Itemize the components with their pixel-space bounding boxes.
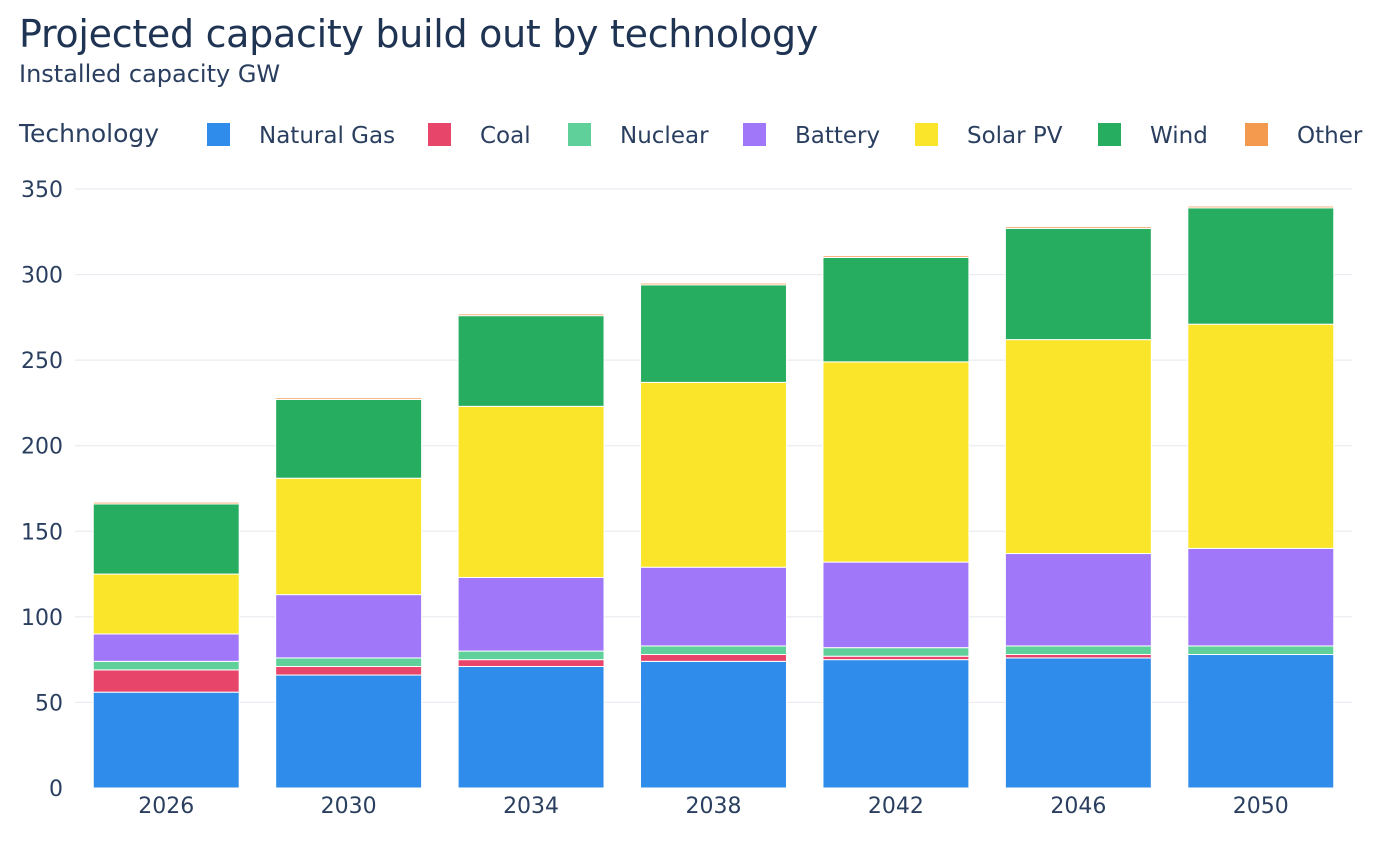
chart-title: Projected capacity build out by technolo… [19, 12, 819, 56]
bar-segment-nuclear[interactable] [92, 660, 240, 671]
bar-segment-wind[interactable] [1004, 227, 1152, 341]
bar-segment-wind[interactable] [822, 256, 970, 363]
bar-segment-solar-pv[interactable] [822, 361, 970, 563]
bar-segment-natural-gas[interactable] [640, 660, 787, 789]
bar-segment-nuclear[interactable] [1187, 645, 1335, 656]
legend-swatch [1098, 123, 1121, 146]
legend-swatch [743, 123, 766, 146]
legend-swatch [428, 123, 451, 146]
bar-segment-battery[interactable] [640, 566, 787, 647]
bar-segment-coal[interactable] [822, 655, 970, 661]
bar-segment-wind[interactable] [92, 503, 240, 575]
bar-segment-other[interactable] [457, 313, 605, 317]
y-tick-label: 0 [49, 777, 63, 802]
legend: Natural Gas Coal Nuclear Battery Solar PV Win… [207, 123, 1363, 149]
bar-segment-wind[interactable] [640, 284, 787, 383]
bar-segment-coal[interactable] [640, 654, 787, 662]
x-tick-label: 2042 [868, 794, 924, 819]
bar-segment-nuclear[interactable] [457, 650, 605, 661]
legend-item-wind[interactable]: Wind [1098, 123, 1208, 149]
bar-group-2042 [822, 255, 970, 789]
y-tick-label: 250 [21, 349, 63, 374]
legend-label: Nuclear [620, 123, 709, 149]
y-tick-label: 100 [21, 606, 63, 631]
legend-item-battery[interactable]: Battery [743, 123, 880, 149]
x-axis: 2026 2030 2034 2038 2042 2046 2050 [138, 794, 1289, 819]
x-tick-label: 2046 [1050, 794, 1106, 819]
legend-swatch [568, 123, 591, 146]
bar-segment-nuclear[interactable] [275, 657, 423, 667]
bar-segment-natural-gas[interactable] [1187, 654, 1335, 789]
bar-segment-solar-pv[interactable] [275, 477, 423, 596]
chart-subtitle: Installed capacity GW [19, 60, 281, 88]
bar-segment-other[interactable] [1187, 205, 1335, 209]
y-tick-label: 50 [35, 691, 63, 716]
y-axis: 0 50 100 150 200 250 300 350 [21, 178, 63, 802]
bar-segment-natural-gas[interactable] [457, 665, 605, 789]
bars [92, 205, 1335, 789]
x-tick-label: 2034 [503, 794, 559, 819]
bar-segment-nuclear[interactable] [1004, 645, 1152, 656]
bar-group-2046 [1004, 226, 1152, 789]
bar-segment-solar-pv[interactable] [1187, 323, 1335, 549]
y-tick-label: 150 [21, 520, 63, 545]
bar-segment-nuclear[interactable] [822, 647, 970, 657]
bar-segment-solar-pv[interactable] [92, 573, 240, 635]
bar-segment-other[interactable] [275, 397, 423, 401]
bar-segment-other[interactable] [822, 255, 970, 258]
bar-segment-coal[interactable] [275, 665, 423, 676]
legend-label: Other [1297, 123, 1363, 149]
bar-segment-solar-pv[interactable] [457, 405, 605, 578]
legend-label: Natural Gas [259, 123, 395, 149]
legend-label: Coal [480, 123, 531, 149]
bar-segment-wind[interactable] [457, 315, 605, 407]
bar-segment-coal[interactable] [457, 659, 605, 667]
legend-title: Technology [18, 119, 159, 148]
bar-segment-other[interactable] [640, 282, 787, 286]
y-tick-label: 200 [21, 435, 63, 460]
legend-label: Solar PV [967, 123, 1063, 149]
bar-segment-battery[interactable] [1187, 547, 1335, 647]
bar-segment-natural-gas[interactable] [822, 659, 970, 789]
legend-swatch [915, 123, 938, 146]
y-tick-label: 300 [21, 264, 63, 289]
bar-group-2030 [275, 397, 423, 789]
x-tick-label: 2038 [686, 794, 742, 819]
bar-segment-solar-pv[interactable] [1004, 339, 1152, 555]
legend-label: Wind [1150, 123, 1208, 149]
legend-swatch [1245, 123, 1268, 146]
bar-group-2038 [640, 282, 787, 789]
bar-segment-battery[interactable] [822, 561, 970, 649]
bar-segment-coal[interactable] [92, 669, 240, 693]
bar-segment-natural-gas[interactable] [1004, 657, 1152, 789]
legend-item-natural-gas[interactable]: Natural Gas [207, 123, 395, 149]
x-tick-label: 2030 [321, 794, 377, 819]
x-tick-label: 2026 [138, 794, 194, 819]
bar-segment-wind[interactable] [275, 399, 423, 479]
y-tick-label: 350 [21, 178, 63, 203]
legend-item-nuclear[interactable]: Nuclear [568, 123, 709, 149]
legend-item-solar-pv[interactable]: Solar PV [915, 123, 1063, 149]
x-tick-label: 2050 [1233, 794, 1289, 819]
bar-segment-nuclear[interactable] [640, 645, 787, 656]
bar-group-2034 [457, 313, 605, 789]
bar-segment-natural-gas[interactable] [92, 691, 240, 789]
legend-item-other[interactable]: Other [1245, 123, 1363, 149]
bar-segment-battery[interactable] [457, 576, 605, 652]
bar-segment-battery[interactable] [275, 594, 423, 659]
legend-swatch [207, 123, 230, 146]
bar-segment-natural-gas[interactable] [275, 674, 423, 789]
bar-segment-wind[interactable] [1187, 207, 1335, 325]
legend-label: Battery [795, 123, 880, 149]
bar-segment-battery[interactable] [92, 633, 240, 662]
bar-segment-other[interactable] [92, 501, 240, 505]
legend-item-coal[interactable]: Coal [428, 123, 531, 149]
bar-segment-coal[interactable] [1004, 654, 1152, 659]
bar-segment-battery[interactable] [1004, 553, 1152, 647]
bar-group-2026 [92, 501, 240, 789]
bar-segment-solar-pv[interactable] [640, 381, 787, 568]
bar-segment-other[interactable] [1004, 226, 1152, 229]
bar-group-2050 [1187, 205, 1335, 789]
